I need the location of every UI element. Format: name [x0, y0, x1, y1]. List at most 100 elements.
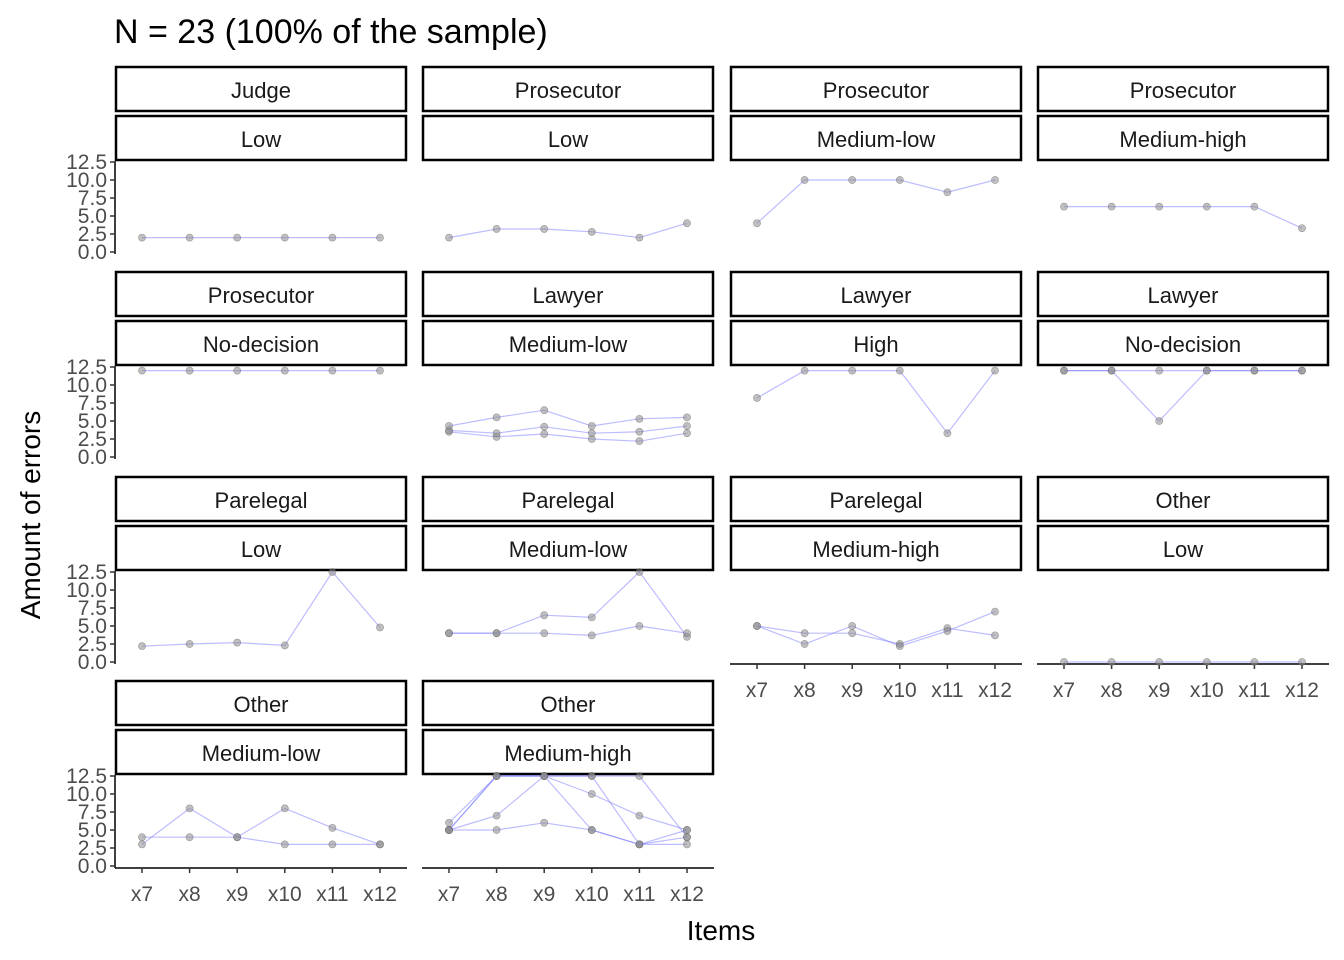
series-line — [448, 222, 688, 239]
facet-strip — [421, 319, 715, 367]
data-point — [492, 225, 501, 233]
data-point — [492, 811, 501, 820]
data-point — [991, 607, 999, 616]
data-point — [587, 631, 596, 640]
x-tick-label: x7 — [746, 679, 768, 702]
data-point — [1155, 417, 1164, 425]
data-point — [540, 818, 549, 827]
data-point — [635, 437, 644, 446]
strip-bottom-label: Medium-low — [817, 127, 936, 152]
x-tick-label: x9 — [533, 883, 555, 906]
data-point — [376, 840, 384, 849]
data-point — [683, 629, 691, 638]
facet-strip — [729, 524, 1023, 572]
strip-top-label: Other — [1155, 488, 1210, 513]
data-point — [492, 629, 501, 638]
x-tick-label: x12 — [1285, 679, 1319, 702]
y-tick-label: 2.5 — [78, 428, 107, 451]
strip-top-label: Prosecutor — [208, 283, 314, 308]
data-point — [991, 366, 999, 375]
facet-strip — [114, 65, 408, 113]
data-point — [1250, 658, 1259, 666]
y-tick-label: 0.0 — [78, 241, 107, 264]
facet-panel: Other Medium-low 0.02.55.07.510.012.5 x7 x8 x… — [66, 679, 408, 906]
data-point — [540, 430, 549, 438]
strip-top-label: Parelegal — [215, 488, 308, 513]
y-tick-label: 10.0 — [66, 783, 107, 806]
facet-panel: Lawyer Medium-low — [421, 270, 715, 446]
data-point — [800, 366, 809, 375]
data-point — [328, 233, 337, 242]
x-tick-label: x8 — [486, 883, 508, 906]
facet-panel: Parelegal Medium-high x7 x8 x9 x10 x11 x12 — [729, 475, 1023, 702]
series-line — [756, 611, 996, 647]
facet-strip — [1036, 319, 1330, 367]
data-point — [328, 840, 337, 849]
data-point — [587, 613, 596, 622]
facet-strip — [421, 65, 715, 113]
data-point — [800, 640, 809, 648]
data-point — [280, 366, 289, 375]
data-point — [138, 233, 146, 242]
data-point — [635, 840, 644, 849]
facet-strip — [114, 114, 408, 162]
y-tick-label: 12.5 — [66, 561, 107, 584]
data-point — [848, 366, 857, 375]
x-tick-label: x7 — [131, 883, 153, 906]
facet-panel: Lawyer High — [729, 270, 1023, 438]
strip-bottom-label: Medium-low — [509, 332, 628, 357]
x-tick-label: x8 — [794, 679, 816, 702]
data-point — [635, 414, 644, 423]
x-tick-label: x11 — [1238, 679, 1270, 702]
facet-strip — [421, 475, 715, 523]
strip-bottom-label: Medium-high — [812, 537, 939, 562]
data-point — [445, 818, 453, 827]
facet-panel: Prosecutor Low — [421, 65, 715, 242]
strip-bottom-label: Low — [548, 127, 588, 152]
x-tick-label: x12 — [363, 883, 397, 906]
data-point — [1155, 202, 1164, 211]
data-point — [635, 622, 644, 630]
data-point — [753, 622, 761, 630]
series-line — [448, 409, 688, 427]
data-point — [138, 366, 146, 375]
data-point — [1298, 366, 1306, 375]
data-point — [1298, 224, 1306, 233]
data-point — [753, 219, 761, 228]
facet-strip — [421, 270, 715, 318]
data-point — [1250, 202, 1259, 211]
series-line — [142, 807, 381, 845]
facet-panel: Prosecutor No-decision 0.02.55.07.510.012.… — [66, 270, 408, 469]
data-point — [635, 427, 644, 436]
series-line — [448, 775, 688, 846]
series-line — [448, 775, 687, 846]
facet-strip — [729, 114, 1023, 162]
data-point — [1107, 366, 1116, 375]
y-tick-label: 2.5 — [78, 837, 107, 860]
data-point — [185, 833, 194, 842]
data-point — [1155, 366, 1164, 375]
strip-bottom-label: Low — [241, 127, 281, 152]
series-line — [756, 370, 996, 435]
data-point — [1298, 658, 1306, 666]
data-point — [635, 772, 644, 780]
series-line — [1064, 206, 1303, 229]
strip-top-label: Other — [540, 692, 595, 717]
y-tick-label: 5.0 — [78, 819, 107, 842]
data-point — [1202, 658, 1211, 666]
data-point — [587, 429, 596, 438]
series-line — [756, 625, 996, 645]
facet-strip — [729, 65, 1023, 113]
facet-strip — [114, 475, 408, 523]
data-point — [895, 366, 904, 375]
strip-bottom-label: No-decision — [1125, 332, 1241, 357]
data-point — [185, 233, 194, 242]
facet-strip — [1036, 114, 1330, 162]
y-tick-label: 0.0 — [78, 651, 107, 674]
data-point — [540, 629, 549, 638]
data-point — [683, 413, 691, 422]
data-point — [848, 629, 857, 638]
facet-strip — [114, 319, 408, 367]
x-tick-label: x12 — [978, 679, 1012, 702]
y-tick-label: 12.5 — [66, 765, 107, 788]
